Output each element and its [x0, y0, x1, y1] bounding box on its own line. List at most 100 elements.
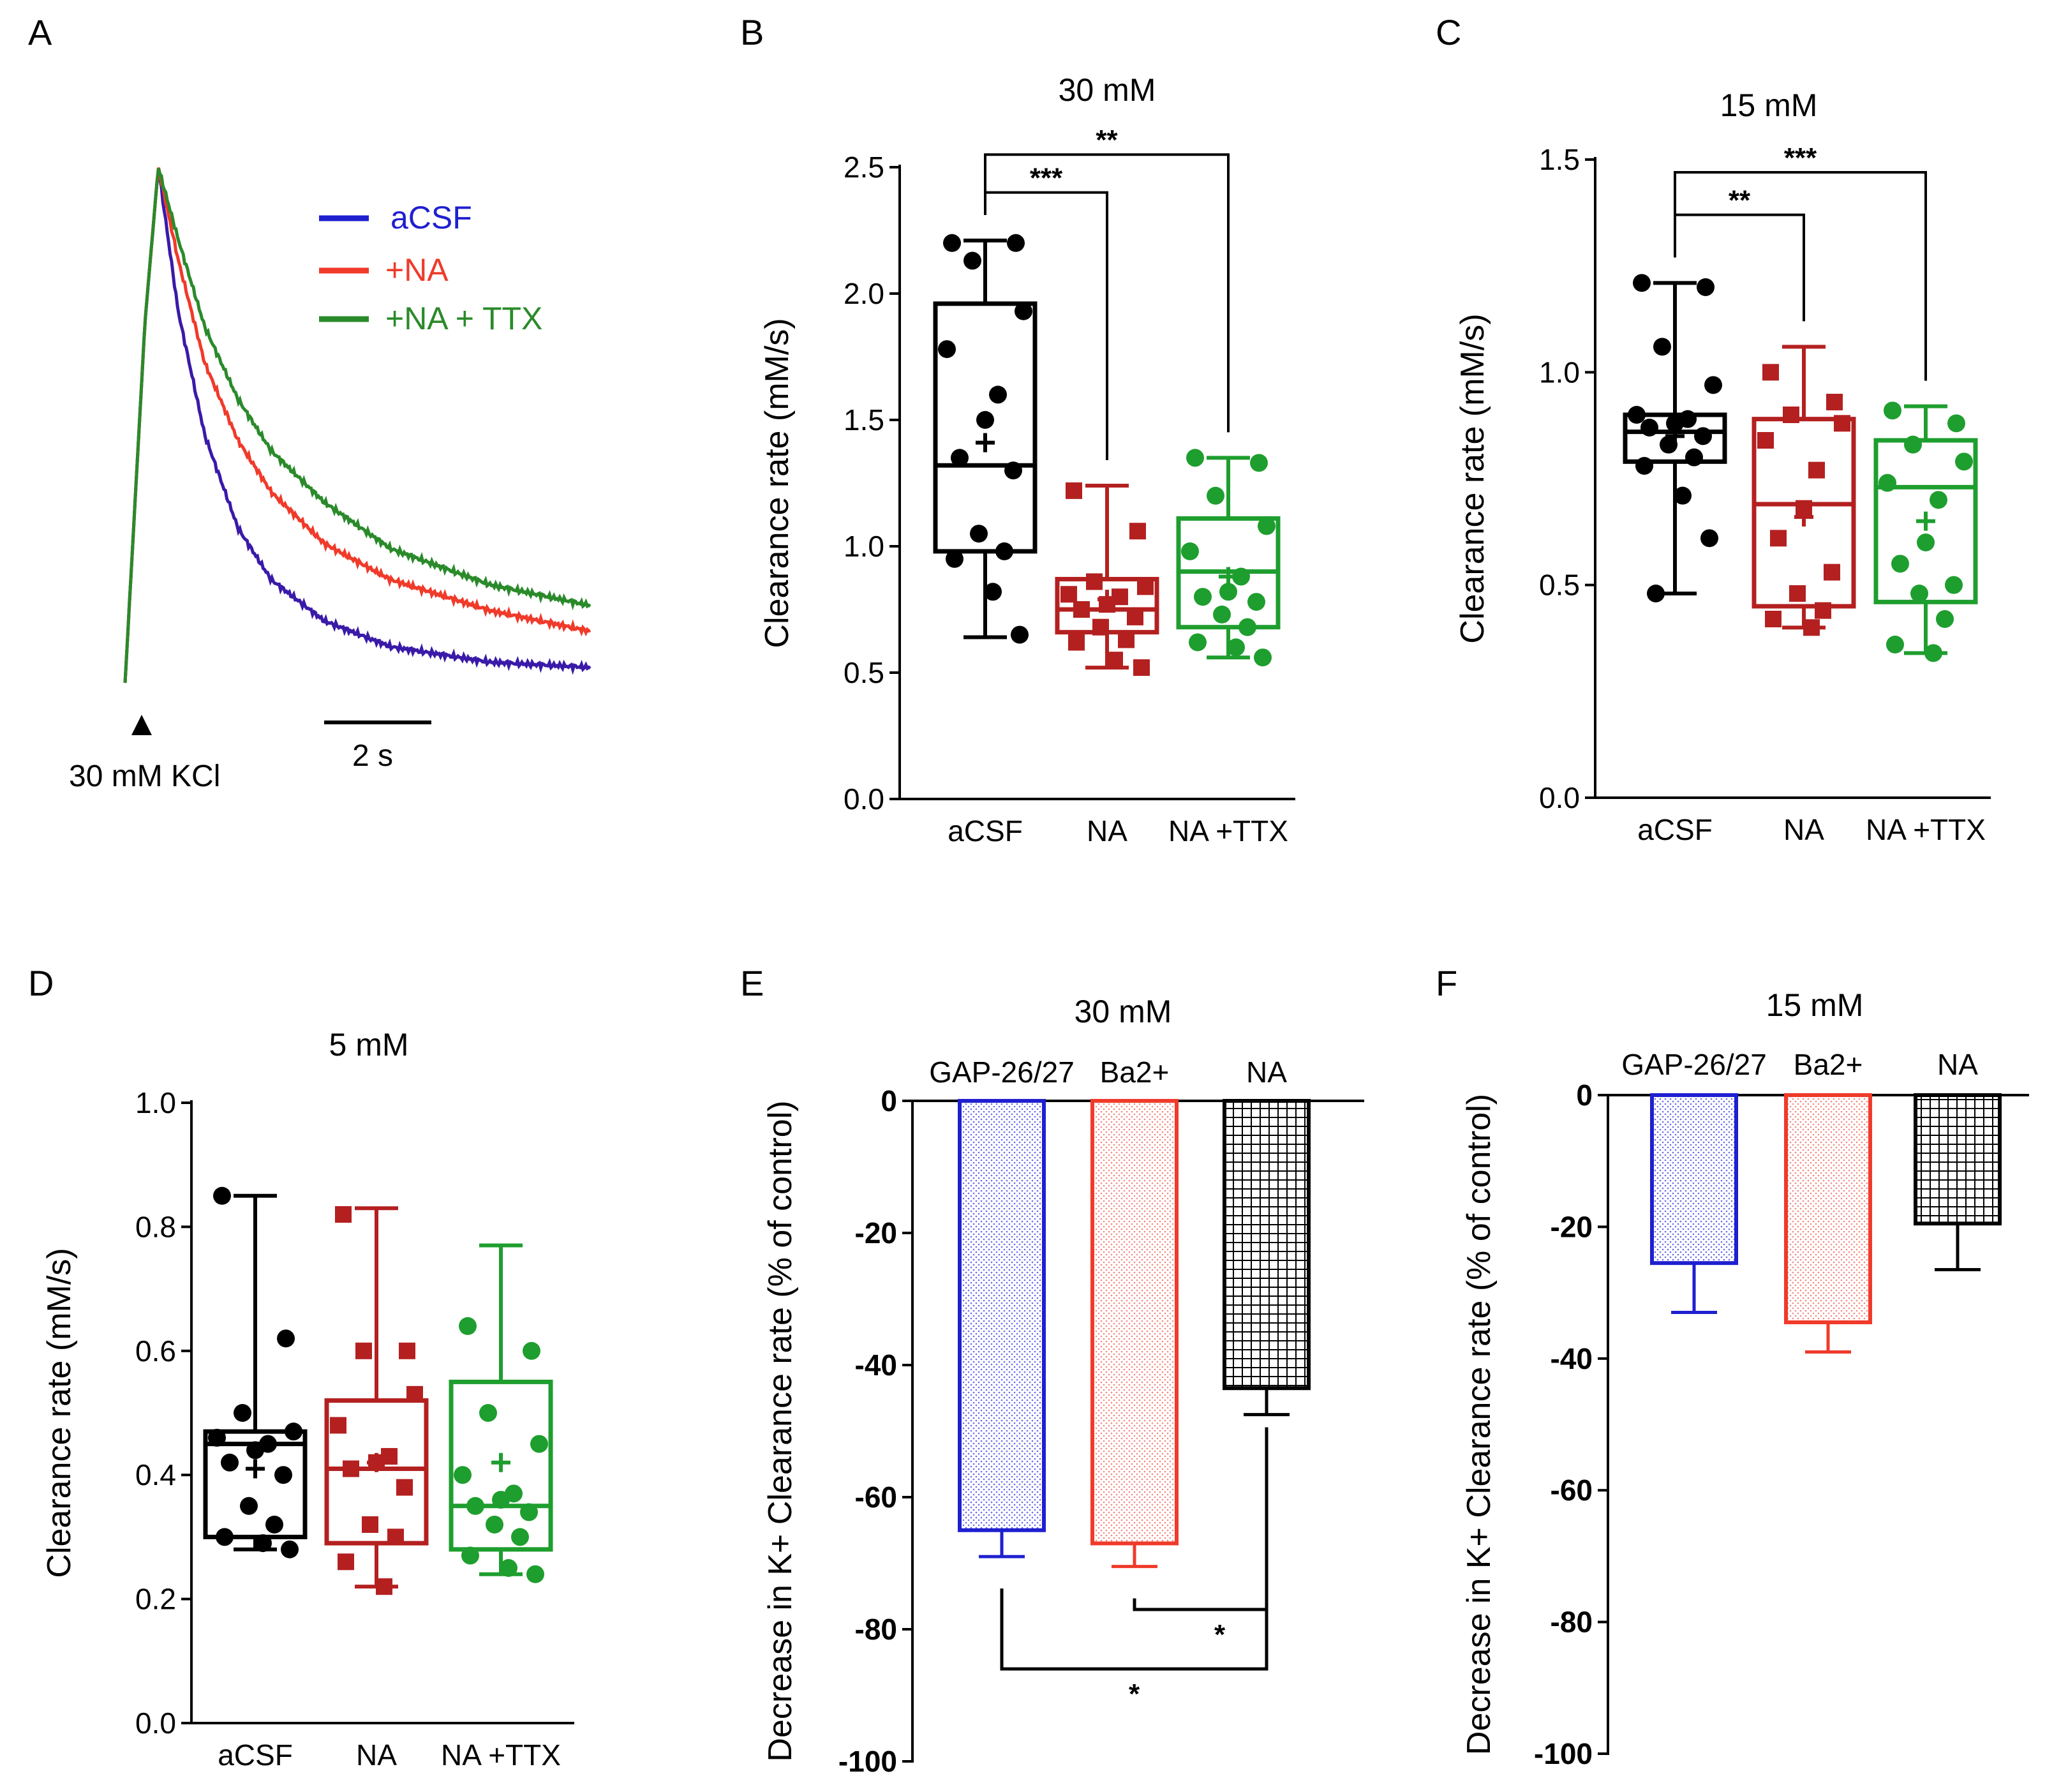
data-point — [963, 251, 981, 270]
panel-d-box-plot: 5 mM 0.0 0.2 0.4 0.6 0.8 1.0 Clearance rate (mM… — [41, 1027, 574, 1772]
data-point — [1803, 619, 1820, 636]
data-point — [1137, 578, 1154, 595]
legend-label-acsf: aCSF — [391, 200, 472, 235]
panel-e-bar-chart: 30 mM 0 -20 -40 -60 -80 -100 Decrease in K+ Cle… — [762, 994, 1364, 1778]
data-point — [330, 1417, 346, 1434]
chart-title: 30 mM — [1059, 72, 1156, 108]
box-iqr — [203, 1429, 308, 1539]
data-point — [1697, 278, 1715, 296]
stimulus-arrow-icon — [131, 715, 152, 735]
data-point — [1186, 449, 1204, 467]
box-iqr — [1873, 438, 1978, 604]
y-tick-label: -80 — [1551, 1606, 1593, 1639]
data-point — [208, 1428, 226, 1447]
x-category-label: aCSF — [948, 814, 1023, 847]
scale-bar-label: 2 s — [352, 739, 393, 773]
data-point — [970, 525, 988, 543]
data-point — [526, 1565, 544, 1583]
bar — [1784, 1093, 1872, 1325]
y-tick-label: 1.5 — [1539, 143, 1580, 176]
data-point — [1878, 474, 1896, 492]
data-point — [938, 340, 956, 359]
x-category-label: aCSF — [218, 1738, 293, 1772]
x-category-label: GAP-26/27 — [1621, 1048, 1767, 1081]
y-tick-label: -100 — [838, 1745, 897, 1778]
data-point — [396, 1479, 413, 1496]
y-axis-label: Clearance rate (mM/s) — [1454, 313, 1491, 643]
box-iqr — [324, 1398, 429, 1546]
mean-marker — [367, 1452, 386, 1472]
data-point — [1011, 625, 1029, 644]
y-tick-label: 1.0 — [135, 1086, 176, 1119]
data-point — [946, 549, 963, 568]
y-axis-label: Clearance rate (mM/s) — [41, 1248, 78, 1578]
data-point — [399, 1342, 415, 1359]
data-point — [1783, 407, 1799, 423]
y-tick-label: 1.0 — [1539, 355, 1580, 389]
data-point — [523, 1341, 540, 1360]
panel-a-trace-chart: aCSF +NA +NA + TTX 30 mM KCl 2 s — [69, 167, 591, 793]
data-point — [1824, 564, 1840, 581]
data-point — [1129, 523, 1146, 540]
x-category-label: GAP-26/27 — [929, 1056, 1075, 1089]
data-point — [1635, 457, 1653, 475]
y-tick-label: 0 — [881, 1084, 897, 1117]
data-point — [1066, 482, 1082, 499]
data-point — [1247, 593, 1265, 611]
data-point — [1219, 583, 1237, 601]
data-point — [216, 1528, 234, 1546]
data-point — [1106, 652, 1123, 669]
chart-title: 15 mM — [1720, 87, 1818, 123]
panel-letter-f: F — [1436, 963, 1457, 1003]
y-tick-label: -80 — [855, 1613, 897, 1646]
trace--na-ttx — [123, 168, 591, 683]
data-point — [285, 1422, 302, 1441]
significance-label: * — [1214, 1619, 1226, 1650]
data-point — [466, 1497, 484, 1515]
data-point — [1685, 448, 1703, 467]
mean-marker — [1219, 567, 1238, 586]
panel-b-box-plot: 30 mM 0.0 0.5 1.0 1.5 2.0 2.5 Clearance rate (m… — [759, 72, 1295, 847]
data-point — [1910, 585, 1928, 602]
bar — [1090, 1099, 1179, 1546]
chart-title: 5 mM — [329, 1027, 409, 1063]
significance-bracket — [984, 153, 1230, 433]
data-point — [1700, 529, 1718, 548]
data-point — [454, 1466, 472, 1484]
data-point — [355, 1342, 372, 1359]
data-point — [1181, 542, 1199, 560]
data-point — [277, 1329, 295, 1348]
bar — [958, 1099, 1046, 1532]
y-tick-label: -60 — [1551, 1474, 1593, 1507]
data-point — [1207, 486, 1224, 505]
data-point — [1917, 534, 1935, 551]
bar — [1223, 1099, 1311, 1391]
y-tick-label: 1.0 — [844, 530, 884, 563]
data-point — [1250, 454, 1268, 472]
data-point — [1884, 401, 1901, 420]
data-point — [1239, 618, 1256, 636]
data-point — [511, 1528, 529, 1546]
data-point — [335, 1206, 352, 1223]
legend-label-nattx: +NA + TTX — [385, 301, 542, 336]
data-point — [1789, 585, 1806, 602]
y-tick-label: -40 — [855, 1348, 897, 1382]
x-category-label: NA +TTX — [1866, 813, 1986, 846]
data-point — [461, 1546, 479, 1565]
significance-bracket — [1000, 1427, 1268, 1671]
data-point — [1640, 419, 1658, 437]
x-category-label: NA +TTX — [441, 1738, 561, 1772]
data-point — [1007, 234, 1025, 252]
data-point — [387, 1528, 404, 1546]
data-point — [240, 1497, 258, 1515]
stimulus-label: 30 mM KCl — [69, 759, 220, 793]
data-point — [530, 1435, 548, 1453]
data-point — [1930, 491, 1947, 509]
y-tick-label: 0.0 — [844, 782, 884, 816]
data-point — [1826, 394, 1843, 410]
x-category-label: NA +TTX — [1168, 814, 1288, 847]
data-point — [1060, 586, 1077, 603]
data-point — [376, 1578, 392, 1595]
chart-title: 15 mM — [1766, 987, 1864, 1023]
